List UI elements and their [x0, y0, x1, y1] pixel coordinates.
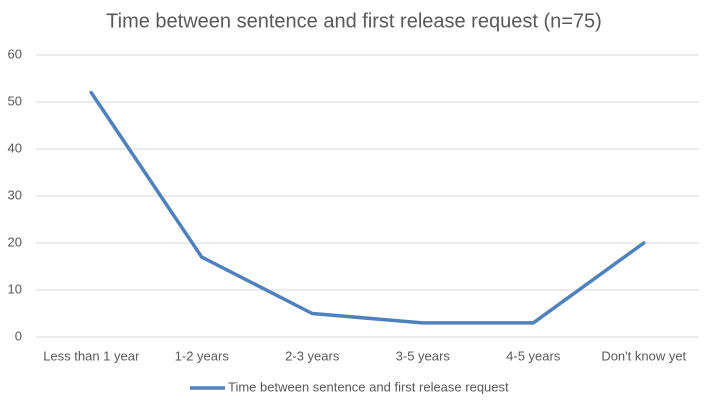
y-tick-label: 60: [8, 46, 22, 61]
x-tick-label: Less than 1 year: [43, 348, 140, 363]
y-tick-label: 10: [8, 281, 22, 296]
y-tick-label: 0: [15, 328, 22, 343]
y-tick-label: 20: [8, 234, 22, 249]
x-tick-label: 4-5 years: [506, 348, 561, 363]
x-tick-label: 2-3 years: [285, 348, 340, 363]
y-tick-label: 30: [8, 187, 22, 202]
x-tick-label: 1-2 years: [175, 348, 230, 363]
data-line: [89, 90, 646, 325]
x-tick-label: Don't know yet: [601, 348, 686, 363]
legend-label: Time between sentence and first release …: [228, 379, 509, 394]
x-tick-label: 3-5 years: [396, 348, 451, 363]
y-tick-label: 50: [8, 93, 22, 108]
chart-title: Time between sentence and first release …: [106, 10, 602, 32]
y-tick-label: 40: [8, 140, 22, 155]
